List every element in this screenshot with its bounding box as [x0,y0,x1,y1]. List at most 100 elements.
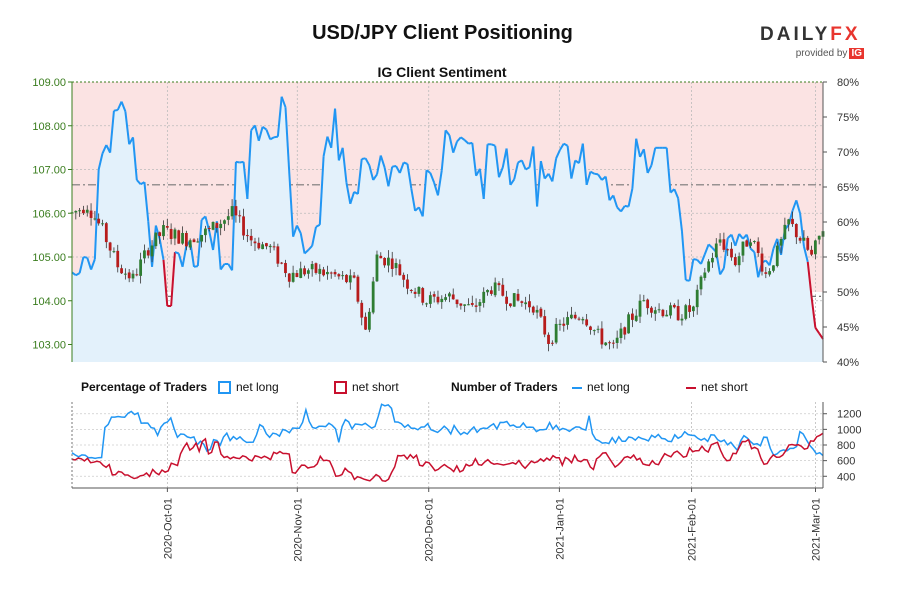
candle-body [398,264,402,276]
sentiment-line-segment [646,164,653,174]
sentiment-line-segment [269,136,275,141]
candle-body [604,342,608,346]
candle-body [524,302,528,305]
lower-right-tick-label: 800 [837,440,855,452]
candle-body [730,248,733,258]
left-tick-label: 107.00 [32,165,66,177]
sentiment-line-segment [429,172,436,184]
sentiment-line-segment [280,96,287,108]
right-tick-label: 60% [837,217,859,229]
candle-body [280,262,284,264]
sentiment-line-segment [246,130,253,199]
legend-number-title: Number of Traders [451,380,558,394]
date-tick-label: 2021-Mar-01 [810,498,822,561]
candle-body [85,209,89,213]
candle-body [215,222,219,228]
candle-body [108,242,112,251]
candle-body [409,289,413,291]
candle-body [482,291,486,303]
candle-body [547,334,550,344]
sentiment-line-segment [612,195,619,208]
legend-pct-net-long: net long [236,380,279,394]
sentiment-line-segment [471,142,478,176]
sentiment-line-segment [810,296,817,328]
candle-body [230,206,234,217]
candle-body [390,258,394,269]
sentiment-line-segment [482,144,489,199]
candle-body [718,239,722,243]
candle-body [737,256,741,266]
sentiment-line-segment [257,126,264,142]
sentiment-line-segment [398,162,405,174]
candle-body [699,276,703,290]
candle-body [448,293,451,297]
sentiment-line-segment [322,136,329,157]
candle-body [596,328,600,330]
sentiment-line-segment [589,170,595,175]
candle-body [318,268,322,274]
candle-body [219,223,223,229]
candle-body [253,241,257,244]
candle-body [223,220,226,224]
candle-body [226,216,230,220]
candle-body [669,305,672,316]
candle-body [608,342,611,344]
candle-body [562,323,566,326]
candle-body [329,272,333,274]
candle-body [489,290,493,294]
sentiment-line-segment [136,179,142,185]
candle-body [116,250,120,268]
candle-body [779,238,783,246]
sentiment-line-segment [303,249,310,255]
sentiment-line-segment [620,205,626,213]
candle-body [444,297,447,300]
candle-body [650,307,653,313]
legend-num-net-long: net long [587,380,630,394]
candle-body [741,241,745,256]
candle-body [89,210,93,218]
sentiment-line-segment [520,160,527,170]
candle-body [200,234,204,242]
sentiment-line-segment [406,163,413,189]
candle-body [440,298,444,303]
sentiment-line-segment [147,221,154,267]
sentiment-line-segment [563,142,569,147]
candle-body [135,274,139,276]
sentiment-line-segment [276,96,283,137]
candle-body [783,224,787,240]
sentiment-line-segment [448,134,455,153]
candle-body [749,242,752,246]
candle-body [165,226,169,228]
sentiment-line-segment [722,237,729,269]
sentiment-line-segment [296,225,302,234]
sentiment-line-segment [219,263,226,271]
sentiment-line-segment [624,204,629,208]
candle-body [181,232,184,244]
chart-subtitle: IG Client Sentiment [377,64,507,80]
sentiment-line-segment [109,110,115,153]
candle-body [535,309,539,313]
candle-body [287,273,291,282]
dailyfx-logo: DAILYFX provided by IG [760,24,870,59]
candle-body [615,337,619,343]
candle-body [474,305,478,307]
candle-body [558,323,562,325]
sentiment-line-segment [551,158,558,182]
sentiment-line-segment [536,161,542,207]
candle-body [173,229,177,239]
candle-body [406,279,409,289]
left-tick-label: 104.00 [32,296,66,308]
candle-body [268,245,272,248]
sentiment-line-segment [215,221,222,270]
sentiment-line-segment [581,143,588,185]
sentiment-line-segment [425,169,431,174]
candle-body [630,313,634,320]
candle-body [566,317,569,325]
candle-body [703,272,707,278]
candle-body [188,240,192,248]
sentiment-line-segment [403,161,408,165]
candle-body [314,263,318,273]
sentiment-line-segment [665,147,672,193]
sentiment-line-segment [749,247,756,253]
sentiment-line-segment [265,129,272,140]
